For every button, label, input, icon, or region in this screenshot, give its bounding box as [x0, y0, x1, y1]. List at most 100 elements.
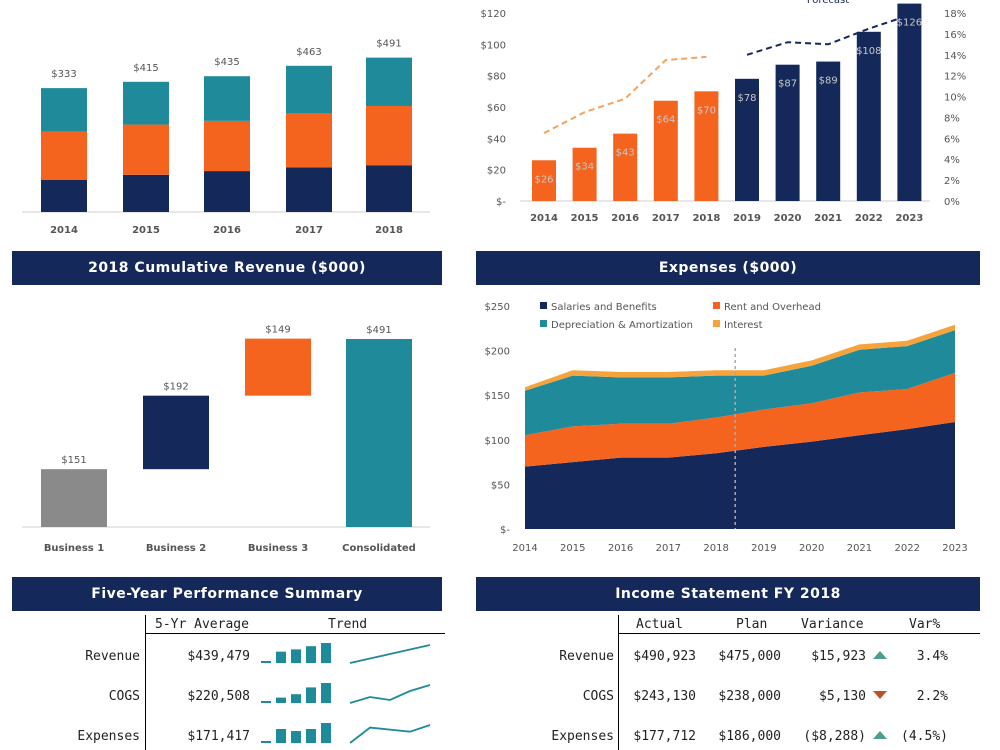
revenue-bar-segment: [41, 131, 87, 181]
data-label: $463: [296, 47, 321, 58]
x-tick-label: 2015: [132, 225, 160, 236]
summary-row-label: Revenue: [85, 649, 140, 664]
bar-data-label: $43: [616, 148, 635, 159]
x-tick-label: 2017: [652, 213, 680, 224]
x-tick-label: Consolidated: [342, 543, 416, 554]
bar-data-label: $89: [819, 76, 838, 87]
legend-swatch: [540, 302, 547, 309]
revenue-bar-segment: [366, 165, 412, 212]
income-banner: Income Statement FY 2018: [476, 577, 980, 611]
spark-bar: [291, 649, 301, 663]
bar-data-label: $108: [856, 46, 881, 57]
x-tick-label: 2016: [213, 225, 241, 236]
spark-bar: [321, 643, 331, 663]
y-tick-label: $80: [487, 72, 506, 83]
legend-swatch: [540, 320, 547, 327]
revenue-bar: [775, 64, 800, 201]
legend-label: Rent and Overhead: [724, 302, 821, 313]
bar-data-label: $70: [697, 105, 716, 116]
data-label: $491: [376, 39, 401, 50]
income-row-plan: $475,000: [718, 649, 781, 664]
x-tick-label: 2018: [692, 213, 720, 224]
y2-tick-label: 8%: [944, 113, 960, 124]
spark-bar: [306, 687, 316, 703]
income-row-actual: $490,923: [633, 649, 696, 664]
revenue-bar-segment: [366, 57, 412, 106]
waterfall-bar: [245, 338, 311, 396]
spark-bar: [261, 741, 271, 743]
legend-swatch: [713, 320, 720, 327]
income-row-actual: $177,712: [633, 729, 696, 744]
y-tick-label: $100: [481, 40, 506, 51]
spark-bar: [321, 723, 331, 743]
income-row-variance: $15,923: [811, 649, 866, 664]
revenue-bar-segment: [204, 171, 250, 212]
revenue-bar: [897, 3, 922, 201]
income-header-variance: Variance: [801, 617, 864, 632]
y2-tick-label: 6%: [944, 134, 960, 145]
income-row-var-pct: 2.2%: [916, 689, 948, 704]
y2-tick-label: 18%: [944, 9, 966, 20]
expense-area: [525, 330, 955, 436]
revenue-bar-segment: [204, 76, 250, 121]
data-label: $415: [133, 63, 158, 74]
y-tick-label: $60: [487, 103, 506, 114]
spark-bar: [276, 729, 286, 743]
growth-line-forecast: [746, 14, 910, 56]
revenue-bar: [653, 100, 678, 201]
revenue-bar-segment: [123, 81, 169, 125]
y2-tick-label: 4%: [944, 155, 960, 166]
x-tick-label: 2019: [751, 543, 776, 554]
revenue-bar: [613, 133, 638, 201]
y-tick-label: $40: [487, 134, 506, 145]
expense-area: [525, 422, 955, 529]
spark-line: [349, 724, 431, 744]
up-arrow-icon: [873, 651, 887, 659]
summary-table-vline: [145, 615, 146, 750]
expense-area: [525, 372, 955, 467]
y2-tick-label: 2%: [944, 176, 960, 187]
revenue-bar-segment: [286, 65, 332, 114]
y2-tick-label: 12%: [944, 72, 966, 83]
summary-row-avg: $171,417: [187, 729, 250, 744]
spark-line: [349, 644, 431, 664]
summary-banner: Five-Year Performance Summary: [12, 577, 442, 611]
x-tick-label: 2023: [895, 213, 923, 224]
data-label: $435: [214, 57, 239, 68]
bar-data-label: $26: [534, 174, 553, 185]
income-row-label: COGS: [582, 689, 614, 704]
x-tick-label: 2016: [608, 543, 633, 554]
y-tick-label: $100: [485, 436, 510, 447]
x-tick-label: 2017: [656, 543, 681, 554]
legend-label: Depreciation & Amortization: [551, 320, 693, 331]
revenue-bar-segment: [204, 120, 250, 172]
summary-table: 5-Yr Average Trend Revenue $439,479 COGS…: [0, 611, 450, 750]
spark-bar: [276, 651, 286, 663]
x-tick-label: 2014: [50, 225, 78, 236]
legend-swatch: [713, 302, 720, 309]
y-tick-label: $150: [485, 391, 510, 402]
revenue-bar-segment: [286, 167, 332, 212]
expense-area: [525, 324, 955, 391]
bar-data-label: $64: [656, 115, 675, 126]
x-tick-label: 2016: [611, 213, 639, 224]
summary-row-label: COGS: [108, 689, 140, 704]
x-tick-label: 2022: [894, 543, 919, 554]
revenue-bar: [735, 78, 759, 201]
x-tick-label: Business 3: [248, 543, 308, 554]
income-row-label: Revenue: [559, 649, 614, 664]
waterfall-bar: [346, 339, 412, 527]
x-tick-label: Business 2: [146, 543, 206, 554]
growth-line-actual: [543, 55, 707, 134]
income-row-label: Expenses: [551, 729, 614, 744]
revenue-bar: [856, 31, 881, 201]
income-row-var-pct: (4.5%): [901, 729, 948, 744]
revenue-bar: [572, 147, 597, 201]
legend-label: Salaries and Benefits: [551, 302, 657, 313]
income-row-variance: ($8,288): [803, 729, 866, 744]
x-tick-label: 2021: [814, 213, 842, 224]
income-row-plan: $238,000: [718, 689, 781, 704]
expenses-banner: Expenses ($000): [476, 251, 980, 285]
income-header-plan: Plan: [736, 617, 768, 632]
spark-line: [349, 684, 431, 704]
